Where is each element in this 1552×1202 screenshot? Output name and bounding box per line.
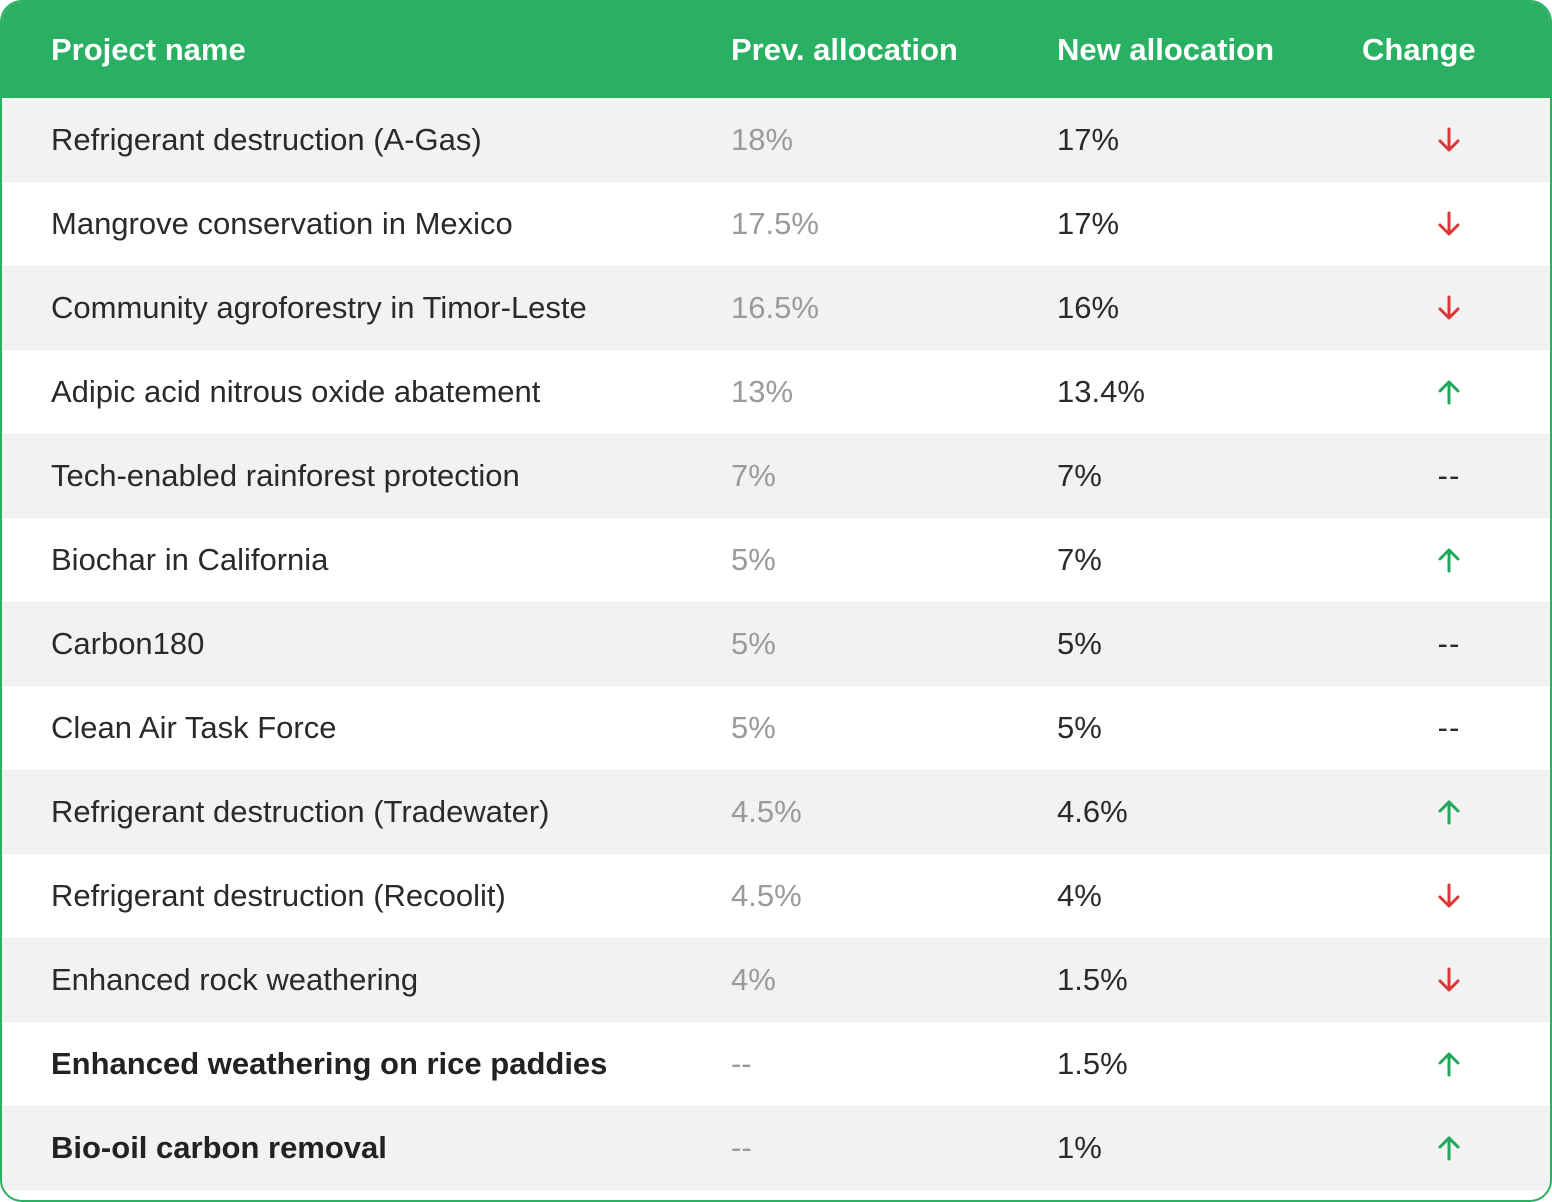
new-allocation-cell: 17% — [1057, 206, 1120, 241]
project-name-cell: Enhanced weathering on rice paddies — [51, 1046, 608, 1081]
new-allocation-cell: 1.5% — [1057, 1046, 1128, 1081]
prev-allocation-cell: 4.5% — [731, 794, 802, 829]
table-row: Adipic acid nitrous oxide abatement 13% 13… — [2, 350, 1550, 434]
project-name-cell: Refrigerant destruction (Recoolit) — [51, 878, 506, 913]
prev-allocation-cell: 5% — [731, 542, 776, 577]
arrow-up-icon — [1438, 548, 1460, 573]
change-cell — [1407, 518, 1491, 602]
arrow-down-icon — [1438, 211, 1460, 236]
table-row: Enhanced weathering on rice paddies -- 1.5… — [2, 1022, 1550, 1106]
arrow-up-icon — [1438, 1052, 1460, 1077]
header-new-allocation: New allocation — [1057, 32, 1275, 67]
change-cell — [1407, 1022, 1491, 1106]
table-row: Biochar in California 5% 7% — [2, 518, 1550, 602]
new-allocation-cell: 4% — [1057, 878, 1102, 913]
project-name-cell: Tech-enabled rainforest protection — [51, 458, 520, 493]
change-cell — [1407, 350, 1491, 434]
project-name-cell: Mangrove conservation in Mexico — [51, 206, 513, 241]
arrow-up-icon — [1438, 380, 1460, 405]
project-name-cell: Biochar in California — [51, 542, 329, 577]
prev-allocation-cell: 5% — [731, 710, 776, 745]
header-project-name: Project name — [51, 32, 246, 67]
project-name-cell: Clean Air Task Force — [51, 710, 337, 745]
prev-allocation-cell: -- — [731, 1130, 752, 1165]
change-cell — [1407, 98, 1491, 182]
arrow-down-icon — [1438, 883, 1460, 908]
table-row: Clean Air Task Force 5% 5% -- — [2, 686, 1550, 770]
table-row: Community agroforestry in Timor-Leste 16.… — [2, 266, 1550, 350]
project-name-cell: Bio-oil carbon removal — [51, 1130, 387, 1165]
change-cell — [1407, 266, 1491, 350]
new-allocation-cell: 1% — [1057, 1130, 1102, 1165]
change-cell — [1407, 854, 1491, 938]
project-name-cell: Refrigerant destruction (Tradewater) — [51, 794, 550, 829]
arrow-down-icon — [1438, 295, 1460, 320]
table-row: Refrigerant destruction (A-Gas) 18% 17% — [2, 98, 1550, 182]
new-allocation-cell: 16% — [1057, 290, 1120, 325]
table-body: Refrigerant destruction (A-Gas) 18% 17% Man… — [2, 98, 1550, 1190]
change-cell: -- — [1407, 602, 1491, 686]
project-name-cell: Community agroforestry in Timor-Leste — [51, 290, 587, 325]
new-allocation-cell: 5% — [1057, 626, 1102, 661]
project-name-cell: Carbon180 — [51, 626, 205, 661]
no-change-indicator: -- — [1437, 626, 1461, 661]
new-allocation-cell: 4.6% — [1057, 794, 1128, 829]
new-allocation-cell: 1.5% — [1057, 962, 1128, 997]
table-row: Carbon180 5% 5% -- — [2, 602, 1550, 686]
header-prev-allocation: Prev. allocation — [731, 32, 958, 67]
arrow-up-icon — [1438, 1136, 1460, 1161]
table-row: Refrigerant destruction (Recoolit) 4.5% 4% — [2, 854, 1550, 938]
table-header: Project name Prev. allocation New alloca… — [2, 2, 1550, 98]
arrow-down-icon — [1438, 127, 1460, 152]
new-allocation-cell: 5% — [1057, 710, 1102, 745]
table-row: Bio-oil carbon removal -- 1% — [2, 1106, 1550, 1190]
new-allocation-cell: 7% — [1057, 542, 1102, 577]
prev-allocation-cell: 7% — [731, 458, 776, 493]
prev-allocation-cell: -- — [731, 1046, 752, 1081]
table-row: Refrigerant destruction (Tradewater) 4.5%… — [2, 770, 1550, 854]
table-row: Enhanced rock weathering 4% 1.5% — [2, 938, 1550, 1022]
change-cell: -- — [1407, 434, 1491, 518]
table-row: Mangrove conservation in Mexico 17.5% 17% — [2, 182, 1550, 266]
prev-allocation-cell: 16.5% — [731, 290, 819, 325]
change-cell — [1407, 770, 1491, 854]
new-allocation-cell: 17% — [1057, 122, 1120, 157]
change-cell — [1407, 182, 1491, 266]
change-cell — [1407, 1106, 1491, 1190]
project-name-cell: Enhanced rock weathering — [51, 962, 419, 997]
project-name-cell: Refrigerant destruction (A-Gas) — [51, 122, 482, 157]
arrow-down-icon — [1438, 967, 1460, 992]
table-row: Tech-enabled rainforest protection 7% 7% -- — [2, 434, 1550, 518]
arrow-up-icon — [1438, 800, 1460, 825]
project-name-cell: Adipic acid nitrous oxide abatement — [51, 374, 541, 409]
prev-allocation-cell: 13% — [731, 374, 794, 409]
prev-allocation-cell: 17.5% — [731, 206, 819, 241]
header-change: Change — [1362, 32, 1476, 67]
prev-allocation-cell: 18% — [731, 122, 794, 157]
no-change-indicator: -- — [1437, 458, 1461, 493]
change-cell — [1407, 938, 1491, 1022]
prev-allocation-cell: 4% — [731, 962, 776, 997]
prev-allocation-cell: 4.5% — [731, 878, 802, 913]
new-allocation-cell: 7% — [1057, 458, 1102, 493]
no-change-indicator: -- — [1437, 710, 1461, 745]
prev-allocation-cell: 5% — [731, 626, 776, 661]
new-allocation-cell: 13.4% — [1057, 374, 1145, 409]
change-cell: -- — [1407, 686, 1491, 770]
